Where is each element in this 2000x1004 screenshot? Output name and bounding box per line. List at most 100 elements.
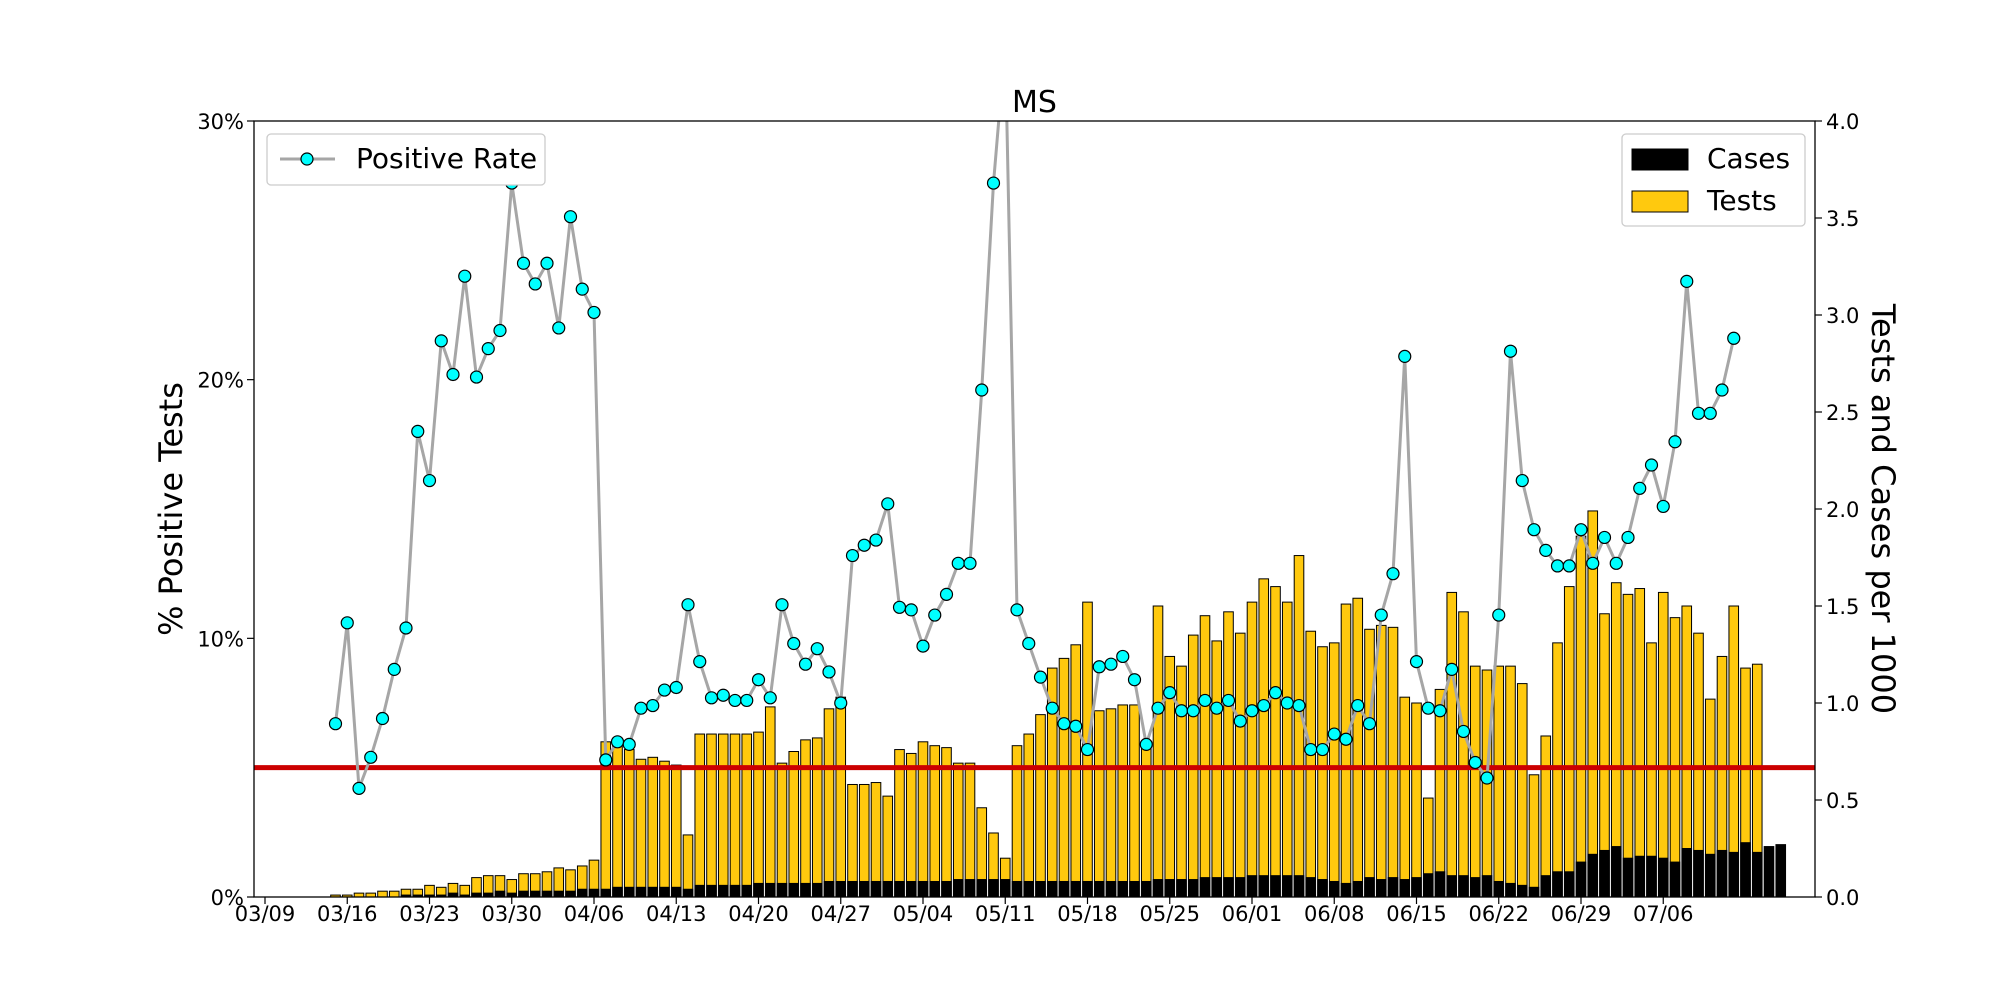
- tests-bar: [1446, 591, 1458, 898]
- cases-bar: [964, 879, 976, 898]
- positive-rate-point: [1480, 771, 1494, 785]
- cases-bar: [1387, 877, 1399, 898]
- cases-bar: [1140, 880, 1152, 898]
- positive-rate-point: [1139, 737, 1153, 751]
- cases-bar: [553, 890, 565, 898]
- positive-rate-point: [857, 538, 871, 552]
- cases-bar: [1187, 879, 1199, 898]
- tests-bar: [1505, 665, 1516, 898]
- positive-rate-point: [1339, 732, 1353, 746]
- tests-bar: [741, 733, 753, 898]
- cases-bar: [1270, 875, 1281, 898]
- legend-rate-marker: [300, 152, 314, 166]
- cases-bar: [1434, 871, 1446, 898]
- positive-rate-point: [1668, 435, 1682, 449]
- positive-rate-point: [798, 657, 813, 671]
- positive-rate-point: [387, 662, 401, 676]
- tests-bar: [753, 731, 764, 898]
- cases-bar: [1281, 875, 1293, 898]
- cases-bar: [1105, 880, 1117, 898]
- legend-positive-rate: Positive Rate: [266, 133, 546, 186]
- tests-bar: [1035, 714, 1046, 898]
- positive-rate-point: [516, 256, 531, 270]
- cases-bar: [988, 879, 999, 898]
- cases-bar: [494, 890, 506, 898]
- x-tick-label: 06/08: [1304, 902, 1365, 926]
- positive-rate-point: [446, 367, 460, 382]
- cases-bar: [1646, 855, 1657, 898]
- positive-rate-point: [1633, 481, 1647, 495]
- tests-bar: [670, 764, 682, 898]
- tests-bar: [1058, 657, 1070, 898]
- cases-bar: [1093, 880, 1105, 898]
- tests-bar: [682, 834, 694, 898]
- tests-bar: [788, 751, 800, 898]
- tests-bar: [858, 783, 870, 898]
- positive-rate-point: [1104, 657, 1118, 671]
- cases-bar: [1563, 871, 1575, 898]
- positive-rate-point: [763, 691, 777, 705]
- tests-bar: [623, 749, 635, 898]
- tests-bar: [1669, 617, 1681, 898]
- cases-bar: [1023, 880, 1035, 898]
- x-tick-label: 05/04: [893, 902, 954, 926]
- positive-rate-point: [669, 680, 683, 695]
- positive-rate-point: [1597, 530, 1612, 545]
- y-right-tick-label: 3.5: [1826, 207, 1859, 231]
- cases-bar: [776, 882, 788, 898]
- cases-bar: [1375, 879, 1387, 898]
- y-right-tick-label: 2.5: [1826, 401, 1859, 425]
- cases-bar: [670, 886, 682, 898]
- cases-bar: [1364, 877, 1375, 898]
- legend-cases-tests: Cases Tests: [1621, 133, 1806, 227]
- cases-bar: [588, 888, 600, 898]
- positive-rate-point: [552, 321, 566, 335]
- tests-bars-group: [330, 510, 1763, 898]
- positive-rate-point: [834, 696, 848, 710]
- positive-rate-point: [610, 735, 625, 749]
- y-axis-right-label: Tests and Cases per 1000: [1864, 303, 1902, 714]
- tests-bar: [647, 756, 659, 898]
- tests-bar: [917, 741, 929, 898]
- cases-bar: [1211, 877, 1223, 898]
- cases-bar: [1152, 879, 1164, 898]
- positive-rate-point: [892, 600, 907, 614]
- positive-rate-point: [1456, 724, 1471, 739]
- positive-rate-point: [1186, 704, 1200, 718]
- cases-bar: [1493, 880, 1505, 898]
- tests-bar: [905, 752, 917, 898]
- tests-bar: [1364, 628, 1375, 898]
- positive-rate-point: [728, 693, 742, 708]
- cases-bar: [541, 890, 553, 898]
- cases-bar: [1411, 877, 1422, 898]
- cases-bar: [1599, 849, 1610, 898]
- cases-bar: [659, 886, 670, 898]
- tests-bar: [1176, 665, 1187, 898]
- positive-rate-point: [787, 636, 801, 651]
- tests-bar: [1352, 597, 1364, 898]
- tests-bar: [1317, 646, 1328, 898]
- cases-bar: [870, 880, 882, 898]
- cases-bar: [1481, 875, 1493, 898]
- cases-bar: [576, 888, 588, 898]
- positive-rate-point: [1433, 704, 1447, 718]
- positive-rate-point: [328, 717, 343, 731]
- cases-bar: [999, 879, 1011, 898]
- tests-bar: [1293, 555, 1305, 898]
- cases-bar: [917, 880, 929, 898]
- cases-bar: [858, 880, 870, 898]
- cases-bar: [612, 886, 623, 898]
- cases-bar: [1528, 886, 1540, 898]
- positive-rate-point: [599, 753, 613, 767]
- cases-bar: [1164, 879, 1176, 898]
- y-left-tick-label: 30%: [197, 110, 244, 134]
- positive-rate-point: [1268, 686, 1283, 700]
- tests-bar: [1657, 591, 1669, 898]
- cases-bar: [1516, 884, 1528, 898]
- tests-bar: [1023, 733, 1035, 898]
- tests-bar: [835, 696, 847, 898]
- cases-bar: [1458, 875, 1469, 898]
- positive-rate-point: [364, 750, 378, 764]
